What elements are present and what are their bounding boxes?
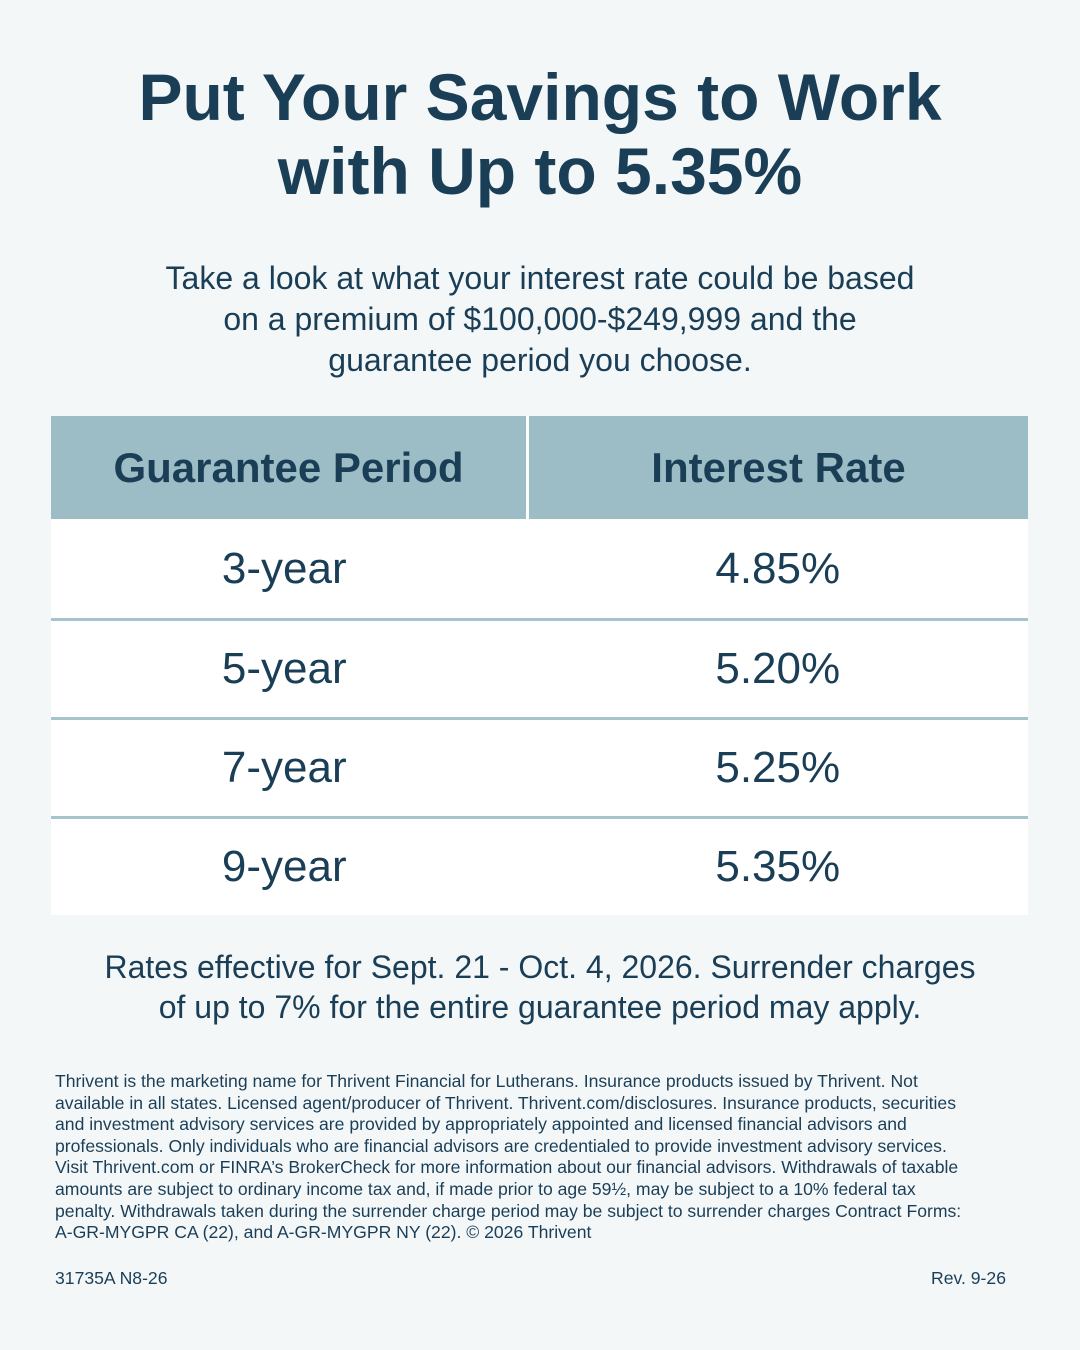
intro-text: Take a look at what your interest rate c… (100, 258, 980, 381)
rate-table: Guarantee Period Interest Rate 3-year 4.… (51, 416, 1028, 915)
disclosure-line: A-GR-MYGPR CA (22), and A-GR-MYGPR NY (2… (55, 1222, 592, 1243)
header-guarantee-period: Guarantee Period (51, 416, 529, 519)
headline: Put Your Savings to Work with Up to 5.35… (40, 60, 1040, 208)
disclosure-line: penalty. Withdrawals taken during the su… (55, 1200, 962, 1221)
disclosure-line: professionals. Only individuals who are … (55, 1135, 947, 1156)
table-header-row: Guarantee Period Interest Rate (51, 416, 1028, 519)
header-interest-rate: Interest Rate (527, 416, 1028, 519)
intro-line-3: guarantee period you choose. (328, 342, 752, 378)
legal-disclosure: Thrivent is the marketing name for Thriv… (55, 1071, 1030, 1244)
disclosure-line: Visit Thrivent.com or FINRA’s BrokerChec… (55, 1157, 959, 1178)
headline-line-1: Put Your Savings to Work (138, 60, 942, 134)
intro-line-1: Take a look at what your interest rate c… (165, 260, 915, 296)
period-cell: 7-year (51, 717, 528, 818)
period-cell: 9-year (51, 816, 528, 915)
rate-cell: 5.35% (527, 816, 1028, 915)
table-row: 3-year 4.85% (51, 519, 1028, 620)
intro-line-2: on a premium of $100,000-$249,999 and th… (223, 301, 857, 337)
disclosure-line: amounts are subject to ordinary income t… (55, 1178, 916, 1199)
revision-label: Rev. 9-26 (931, 1268, 1006, 1288)
document-code: 31735A N8-26 (55, 1268, 168, 1288)
disclosure-line: and investment advisory services are pro… (55, 1114, 907, 1135)
period-cell: 3-year (51, 519, 528, 620)
disclosure-line: Thrivent is the marketing name for Thriv… (55, 1071, 918, 1091)
table-row: 5-year 5.20% (51, 618, 1028, 719)
rate-cell: 5.25% (527, 717, 1028, 818)
rates-note-line-1: Rates effective for Sept. 21 - Oct. 4, 2… (104, 949, 976, 985)
period-cell: 5-year (51, 618, 528, 719)
headline-line-2: with Up to 5.35% (277, 134, 803, 208)
rate-cell: 4.85% (527, 519, 1028, 620)
table-row: 9-year 5.35% (51, 816, 1028, 915)
disclosure-line: available in all states. Licensed agent/… (55, 1092, 957, 1113)
rate-cell: 5.20% (527, 618, 1028, 719)
table-row: 7-year 5.25% (51, 717, 1028, 818)
rates-note-line-2: of up to 7% for the entire guarantee per… (158, 989, 922, 1025)
rates-note: Rates effective for Sept. 21 - Oct. 4, 2… (40, 947, 1040, 1027)
